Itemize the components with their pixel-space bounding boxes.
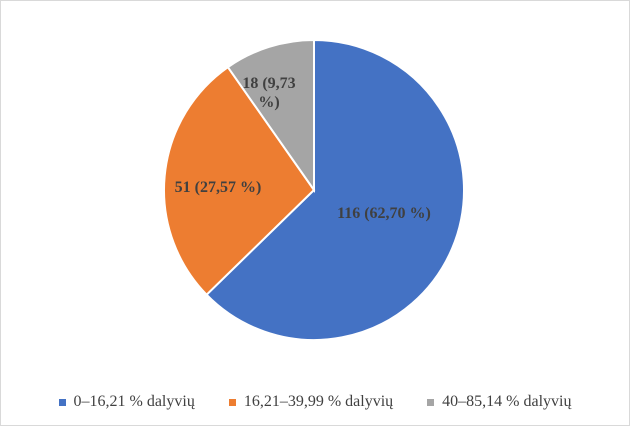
legend-label: 16,21–39,99 % dalyvių: [243, 393, 394, 410]
legend-swatch: [228, 398, 236, 406]
legend-item: 40–85,14 % dalyvių: [427, 393, 571, 411]
legend-item: 16,21–39,99 % dalyvių: [228, 393, 394, 411]
legend-item: 0–16,21 % dalyvių: [58, 393, 195, 411]
legend-label: 40–85,14 % dalyvių: [442, 393, 572, 410]
data-label: 116 (62,70 %): [337, 205, 431, 222]
legend-swatch: [427, 398, 435, 406]
data-label: 18 (9,73 %): [242, 75, 296, 111]
pie-slice: [205, 38, 465, 341]
legend: 0–16,21 % dalyvių 16,21–39,99 % dalyvių 40…: [1, 393, 629, 411]
legend-swatch: [58, 398, 66, 406]
data-label: 51 (27,57 %): [174, 179, 262, 196]
pie-slice: [226, 38, 315, 194]
pie-slice: [163, 65, 316, 297]
pie-area: [163, 38, 465, 341]
legend-label: 0–16,21 % dalyvių: [73, 393, 195, 410]
